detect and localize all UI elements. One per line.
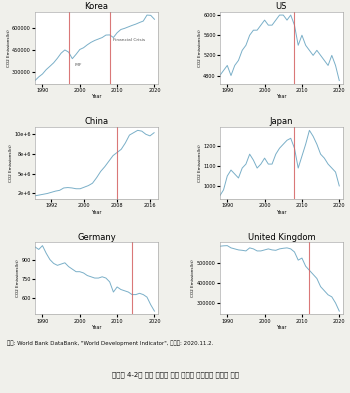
Title: Korea: Korea bbox=[85, 2, 108, 11]
X-axis label: Year: Year bbox=[276, 210, 287, 215]
Text: 자료: World Bank DataBank, "World Development Indicator", 검색일: 2020.11.2.: 자료: World Bank DataBank, "World Developm… bbox=[7, 340, 214, 345]
Y-axis label: CO2 Emissions(kt): CO2 Emissions(kt) bbox=[9, 144, 13, 182]
Y-axis label: CO2 Emissions(kt): CO2 Emissions(kt) bbox=[191, 259, 196, 297]
Title: China: China bbox=[85, 117, 108, 126]
X-axis label: Year: Year bbox=[276, 325, 287, 330]
X-axis label: Year: Year bbox=[276, 94, 287, 99]
X-axis label: Year: Year bbox=[91, 94, 102, 99]
Title: United Kingdom: United Kingdom bbox=[247, 233, 315, 242]
Title: Germany: Germany bbox=[77, 233, 116, 242]
X-axis label: Year: Year bbox=[91, 325, 102, 330]
Title: Japan: Japan bbox=[270, 117, 293, 126]
Title: US: US bbox=[276, 2, 287, 11]
Y-axis label: CO2 Emissions(kt): CO2 Emissions(kt) bbox=[198, 144, 202, 182]
Text: IMF: IMF bbox=[74, 62, 82, 66]
Text: 〈그림 4-2〉 주요 국가의 과거 충격과 온실가스 배출량 추세: 〈그림 4-2〉 주요 국가의 과거 충격과 온실가스 배출량 추세 bbox=[112, 371, 238, 378]
Y-axis label: CO2 Emissions(kt): CO2 Emissions(kt) bbox=[16, 259, 20, 297]
Text: Financial Crisis: Financial Crisis bbox=[113, 38, 146, 42]
Y-axis label: CO2 Emissions(kt): CO2 Emissions(kt) bbox=[7, 29, 11, 67]
X-axis label: Year: Year bbox=[91, 210, 102, 215]
Y-axis label: CO2 Emissions(kt): CO2 Emissions(kt) bbox=[198, 29, 202, 67]
